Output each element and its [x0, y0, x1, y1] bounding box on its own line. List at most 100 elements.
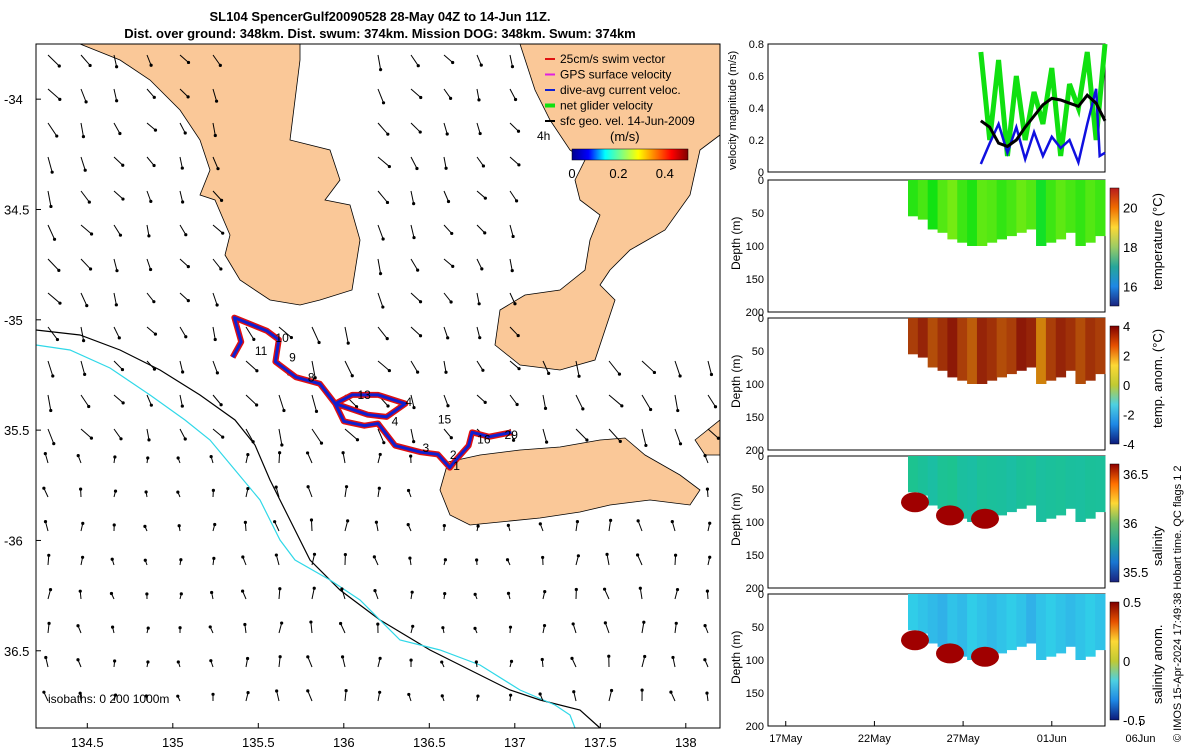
- velocity-arrow: [47, 224, 55, 240]
- heatmap-cell: [1085, 456, 1096, 519]
- velocity-arrow-head: [180, 166, 184, 170]
- velocity-arrow-head: [506, 523, 510, 527]
- velocity-arrow-head: [419, 95, 423, 100]
- velocity-arrow: [311, 360, 316, 378]
- velocity-arrow: [47, 122, 58, 137]
- velocity-arrow-head: [416, 64, 420, 68]
- velocity-arrow-head: [88, 63, 92, 68]
- velocity-arrow-head: [112, 523, 116, 527]
- depth-tick-label: 50: [752, 622, 764, 634]
- velocity-arrow-head: [716, 436, 720, 440]
- velocity-arrow-head: [575, 520, 580, 524]
- heatmap-cell: [967, 318, 978, 384]
- velocity-arrow: [377, 292, 384, 308]
- colorbar-tick-label: 36.5: [1123, 467, 1148, 482]
- velocity-arrow: [476, 88, 480, 100]
- velocity-arrow-head: [440, 694, 444, 698]
- colorbar-label: (m/s): [610, 129, 640, 144]
- velocity-arrow: [608, 690, 613, 702]
- velocity-arrow-head: [344, 689, 348, 693]
- heatmap-cell: [1095, 180, 1106, 237]
- velocity-arrow: [179, 156, 183, 169]
- velocity-arrow-head: [113, 455, 117, 459]
- velocity-arrow-head: [350, 374, 354, 378]
- velocity-arrow: [179, 190, 184, 203]
- velocity-arrow-head: [652, 370, 657, 375]
- heatmap-cell: [947, 318, 958, 378]
- velocity-arrow: [113, 292, 117, 305]
- velocity-arrow-head: [508, 625, 513, 629]
- velocity-arrow: [410, 54, 419, 66]
- velocity-arrow: [146, 326, 156, 335]
- heatmap-cell: [908, 594, 919, 631]
- heatmap-colorbar: [1109, 325, 1120, 445]
- velocity-arrow-head: [115, 65, 119, 69]
- velocity-arrow-head: [355, 438, 360, 442]
- depth-tick-label: 50: [752, 208, 764, 220]
- velocity-arrow: [212, 326, 216, 340]
- heatmap-cell: [1016, 456, 1027, 509]
- velocity-arrow-head: [443, 558, 447, 562]
- heatmap-cell: [908, 180, 919, 217]
- velocity-arrow-head: [444, 370, 448, 374]
- velocity-arrow-head: [418, 130, 422, 134]
- velocity-arrow-head: [412, 235, 416, 240]
- velocity-arrow-head: [252, 337, 256, 341]
- velocity-arrow: [341, 588, 346, 600]
- velocity-arrow: [212, 258, 222, 270]
- velocity-arrow-head: [119, 437, 123, 441]
- heatmap-cell: [1026, 456, 1037, 506]
- velocity-arrow: [80, 394, 90, 407]
- velocity-arrow-head: [510, 269, 514, 273]
- colorbar-tick-label: 20: [1123, 201, 1137, 216]
- velocity-arrow-head: [477, 98, 481, 102]
- velocity-arrow: [311, 394, 317, 412]
- velocity-arrow-head: [255, 369, 259, 373]
- legend-time: 4h: [537, 129, 550, 143]
- velocity-arrow-head: [81, 521, 85, 525]
- velocity-arrow-head: [703, 624, 707, 628]
- velocity-arrow-head: [577, 374, 581, 378]
- velocity-arrow: [278, 588, 281, 600]
- velocity-arrow: [410, 88, 422, 98]
- velocity-arrow-head: [79, 487, 83, 491]
- velocity-arrow: [113, 190, 124, 200]
- velocity-arrow-head: [378, 272, 383, 276]
- velocity-arrow-head: [478, 131, 482, 136]
- velocity-arrow-head: [480, 267, 484, 271]
- velocity-arrow-head: [344, 485, 349, 489]
- profile-panels: 0 0.2 0.4 0.6 0.8 velocity magnitude (m/s) 0 50…: [727, 39, 1165, 745]
- velocity-arrow: [377, 326, 388, 339]
- heatmap-colorbar: [1109, 187, 1120, 307]
- velocity-arrow: [146, 190, 152, 202]
- velocity-arrow-head: [186, 60, 191, 65]
- velocity-arrow-head: [638, 586, 642, 590]
- velocity-arrow-head: [186, 299, 190, 303]
- velocity-arrow: [47, 292, 61, 304]
- heatmap-cell: [1026, 594, 1037, 644]
- velocity-arrow: [146, 122, 156, 131]
- velocity-arrow-head: [43, 520, 48, 524]
- heatmap-cell: [1026, 180, 1037, 230]
- velocity-arrow-head: [109, 591, 114, 596]
- velocity-arrow-head: [506, 591, 511, 595]
- velocity-arrow: [707, 360, 712, 375]
- velocity-arrow-head: [676, 408, 680, 413]
- velocity-arrow-head: [444, 166, 448, 170]
- velocity-arrow: [509, 156, 520, 166]
- velocity-arrow-head: [146, 456, 150, 460]
- land-polygon: [494, 43, 721, 371]
- velocity-arrow-head: [449, 300, 453, 304]
- heatmap-cell: [996, 594, 1007, 654]
- colorbar-tick-label: -4: [1123, 437, 1135, 452]
- velocity-arrow-head: [121, 401, 125, 405]
- velocity-arrow-head: [516, 129, 521, 133]
- velocity-arrow: [674, 394, 679, 411]
- velocity-arrow-head: [418, 334, 423, 338]
- velocity-arrow-head: [50, 170, 54, 174]
- velocity-arrow: [113, 156, 124, 166]
- velocity-arrow: [476, 258, 483, 270]
- depth-tick-label: 100: [746, 517, 764, 529]
- velocity-arrow-head: [183, 437, 187, 441]
